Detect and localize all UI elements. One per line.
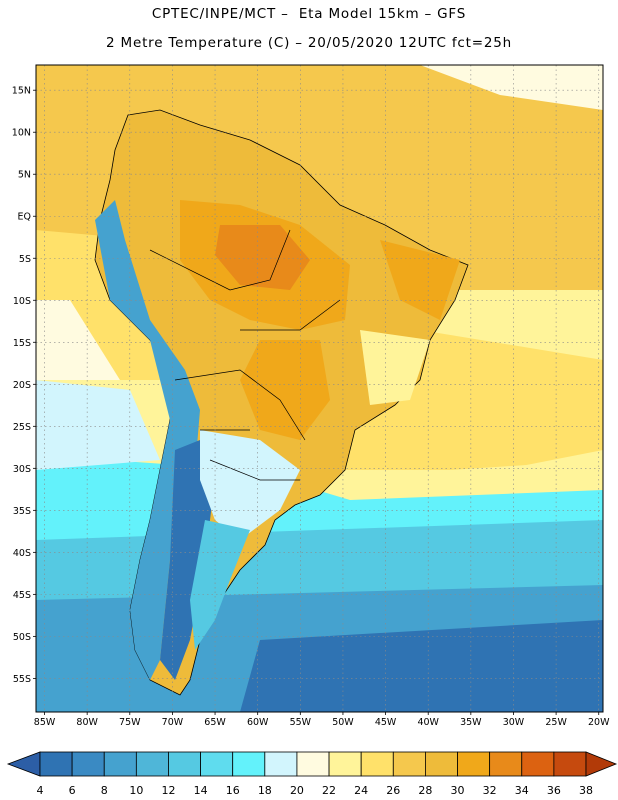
caribbean-band <box>36 65 603 140</box>
pacific-pale-band <box>36 300 120 380</box>
lon-tick-label: 75W <box>119 717 141 728</box>
patagonia-cold <box>160 440 215 680</box>
lon-tick-label: 65W <box>204 717 226 728</box>
lat-tick-label: 10N <box>12 128 31 139</box>
colorbar-label: 28 <box>418 784 432 797</box>
colorbar-label: 6 <box>69 784 76 797</box>
lon-tick-label: 55W <box>290 717 312 728</box>
colorbar-label: 20 <box>290 784 304 797</box>
lon-tick-label: 80W <box>76 717 98 728</box>
colorbar-swatch <box>392 751 426 777</box>
colorbar-swatch <box>360 751 394 777</box>
colorbar-swatch <box>200 751 234 777</box>
colorbar-swatch <box>457 751 491 777</box>
lon-tick-label: 60W <box>247 717 269 728</box>
lat-tick-label: 45S <box>13 590 31 601</box>
colorbar-label: 30 <box>451 784 465 797</box>
colorbar-swatch <box>168 751 201 777</box>
colorbar-label: 26 <box>386 784 400 797</box>
colorbar-swatch <box>328 751 362 777</box>
colorbar-swatch <box>71 751 105 777</box>
colorbar-arrow-low <box>6 751 41 777</box>
lat-tick-label: EQ <box>18 212 31 223</box>
colorbar-label: 18 <box>258 784 272 797</box>
chart-title: CPTEC/INPE/MCT – Eta Model 15km – GFS <box>151 6 467 22</box>
lon-tick-label: 35W <box>460 717 482 728</box>
colorbar-swatch <box>296 751 330 777</box>
colorbar-swatch <box>232 751 266 777</box>
colorbar-swatch <box>553 751 587 777</box>
central-brazil-warm <box>240 340 330 440</box>
colorbar-label: 14 <box>194 784 208 797</box>
map-grid <box>36 65 603 712</box>
colorbar-swatch <box>264 751 298 777</box>
colorbar-label: 38 <box>579 784 593 797</box>
northeast-brazil-warm <box>380 240 460 320</box>
colorbar-swatch <box>489 751 523 777</box>
colorbar-label: 16 <box>226 784 240 797</box>
colorbar-label: 34 <box>515 784 529 797</box>
colorbar-swatch <box>39 751 73 777</box>
lat-tick-label: 15S <box>13 338 31 349</box>
chart-subtitle: 2 Metre Temperature (C) – 20/05/2020 12U… <box>106 35 512 51</box>
colorbar-swatch <box>135 751 169 777</box>
lon-tick-label: 50W <box>332 717 354 728</box>
colorbar-label: 22 <box>322 784 336 797</box>
lat-tick-label: 10S <box>13 296 31 307</box>
map-frame <box>35 64 604 713</box>
colorbar-label: 32 <box>483 784 497 797</box>
lat-tick-label: 25S <box>13 422 31 433</box>
andes-cold-strip <box>95 200 200 680</box>
colorbar-label: 12 <box>161 784 175 797</box>
lat-tick-label: 50S <box>13 632 31 643</box>
lon-tick-label: 70W <box>162 717 184 728</box>
colorbar-swatch <box>521 751 555 777</box>
colorbar-label: 10 <box>129 784 143 797</box>
colorbar-label: 4 <box>37 784 44 797</box>
colorbar-label: 36 <box>547 784 561 797</box>
lon-tick-label: 20W <box>588 717 610 728</box>
lon-tick-label: 25W <box>545 717 567 728</box>
colorbar-label: 24 <box>354 784 368 797</box>
lat-tick-label: 40S <box>13 548 31 559</box>
lat-tick-label: 5N <box>18 170 31 181</box>
lat-tick-label: 20S <box>13 380 31 391</box>
lat-tick-label: 30S <box>13 464 31 475</box>
longitude-axis: 85W 80W 75W 70W 65W 60W 55W 50W 45W 40W 35W 30W 25W 2… <box>34 712 610 728</box>
lon-tick-label: 85W <box>34 717 56 728</box>
colorbar: 4 6 8 10 12 14 16 18 20 22 24 26 28 30 32 34 36 38 <box>6 751 618 797</box>
colorbar-label: 8 <box>101 784 108 797</box>
latitude-axis: 15N 10N 5N EQ 5S 10S 15S 20S 25S 30S 35S 40S 45S 50S 5… <box>12 86 36 685</box>
country-borders <box>149 229 341 481</box>
lon-tick-label: 40W <box>417 717 439 728</box>
north-atlantic-pale <box>420 65 603 110</box>
colorbar-arrow-high <box>585 751 618 777</box>
pampas-cool <box>200 430 300 540</box>
lat-tick-label: 35S <box>13 506 31 517</box>
lat-tick-label: 15N <box>12 86 31 97</box>
lon-tick-label: 30W <box>503 717 525 728</box>
lat-tick-label: 55S <box>13 674 31 685</box>
amazon-hot-core <box>215 225 310 290</box>
colorbar-swatch <box>103 751 137 777</box>
lon-tick-label: 45W <box>375 717 397 728</box>
pacific-cool-band <box>36 380 160 470</box>
southeast-brazil-mild <box>360 330 430 405</box>
colorbar-swatch <box>425 751 458 777</box>
map-plot-area <box>36 65 603 712</box>
lat-tick-label: 5S <box>19 254 31 265</box>
polar-ocean-band <box>240 620 603 712</box>
